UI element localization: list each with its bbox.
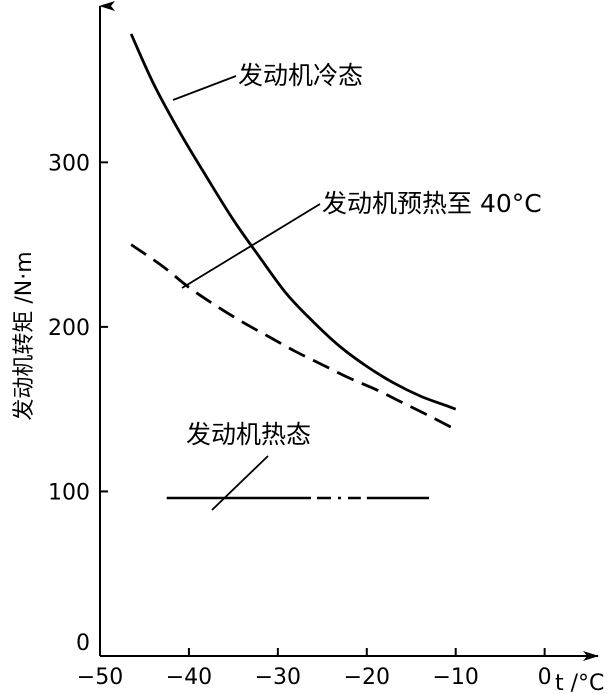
leader-engine-preheat bbox=[181, 203, 321, 289]
x-tick-label: 0 bbox=[538, 665, 552, 690]
annotation-engine-hot: 发动机热态 bbox=[186, 420, 311, 449]
series-line-engine-preheat bbox=[130, 243, 452, 429]
x-tick-label: −50 bbox=[77, 665, 123, 690]
x-tick-label: −30 bbox=[255, 665, 301, 690]
x-axis-title: t /°C bbox=[555, 671, 604, 694]
x-tick-label: −20 bbox=[344, 665, 390, 690]
x-tick-label: −40 bbox=[166, 665, 212, 690]
x-tick-label: −10 bbox=[432, 665, 478, 690]
y-tick-label: 0 bbox=[76, 631, 90, 656]
annotation-leaders bbox=[172, 75, 321, 511]
y-axis-title: 发动机转矩 /N·m bbox=[12, 251, 37, 420]
y-tick-label: 100 bbox=[48, 480, 90, 505]
leader-engine-cold bbox=[172, 75, 237, 101]
series-layer bbox=[129, 33, 457, 500]
series-line-engine-cold bbox=[129, 33, 457, 411]
y-tick-label: 300 bbox=[48, 151, 90, 176]
annotation-engine-cold: 发动机冷态 bbox=[238, 61, 363, 90]
y-tick-label: 200 bbox=[48, 316, 90, 341]
y-ticks: 0 100 200 300 bbox=[48, 151, 108, 656]
annotation-engine-preheat: 发动机预热至 40°C bbox=[322, 189, 542, 218]
x-ticks: −50 −40 −30 −20 −10 0 bbox=[77, 648, 552, 690]
leader-engine-hot bbox=[211, 455, 269, 511]
